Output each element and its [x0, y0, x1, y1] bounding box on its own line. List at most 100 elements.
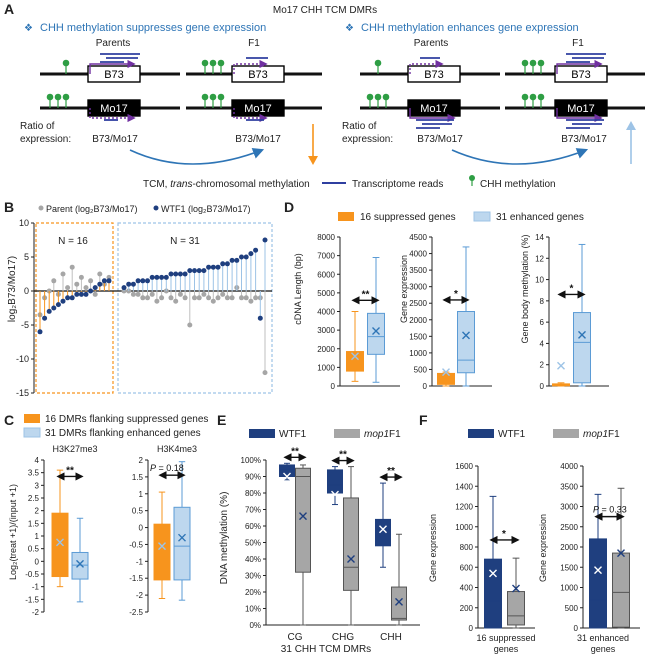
- y-tick-label: 2000: [409, 316, 427, 325]
- gene-box: [554, 99, 608, 117]
- panel-a: A Mo17 CHH TCM DMRs ❖ CHH methylation su…: [4, 1, 645, 190]
- chh-methylation-icon: [62, 93, 70, 101]
- parent-point: [187, 322, 193, 328]
- f1-label-right: F1: [572, 38, 584, 49]
- parent-point: [182, 295, 188, 301]
- wtf1-point: [262, 237, 268, 243]
- wtf1-point: [130, 281, 136, 287]
- y-tick-label: 3000: [560, 503, 578, 512]
- panel-d-label: D: [284, 199, 294, 215]
- down-arrow-head: [308, 156, 318, 165]
- y-tick-label: -0.5: [25, 570, 39, 579]
- legend-enhanced-swatch: [23, 427, 41, 438]
- wtf1-point: [135, 278, 141, 284]
- mean-marker: [462, 331, 470, 340]
- wtf1-point: [234, 257, 240, 263]
- y-tick-label: 6000: [317, 270, 335, 279]
- legend-f-wtf1-swatch: [468, 429, 494, 438]
- tss-arrow-icon: [89, 108, 136, 123]
- gene-box: [231, 99, 285, 117]
- y-tick-label: 5: [24, 252, 29, 262]
- parent-point: [206, 295, 212, 301]
- parent-point: [210, 298, 216, 304]
- category-label: CHH: [380, 632, 402, 643]
- gene-box: [87, 99, 141, 117]
- y-tick-label: 40%: [245, 555, 261, 564]
- wtf1-point: [42, 315, 48, 321]
- gene-box: [407, 65, 461, 83]
- wtf1-point: [83, 291, 89, 297]
- y-tick-label: 3: [35, 481, 40, 490]
- wtf1-point: [196, 268, 202, 274]
- tss-arrow-icon: [233, 59, 268, 74]
- y-tick-label: 4000: [560, 462, 578, 471]
- box: [391, 586, 407, 621]
- wtf1-point: [220, 261, 226, 267]
- parent-point: [97, 271, 103, 277]
- y-tick-label: -10: [16, 354, 29, 364]
- y-tick-label: 1000: [455, 523, 473, 532]
- y-tick-label: 0: [540, 382, 545, 391]
- box: [279, 464, 295, 478]
- legend-reads: Transcriptome reads: [352, 179, 443, 190]
- gene-label: Mo17: [100, 103, 128, 115]
- mean-marker: [379, 525, 387, 534]
- ratio-value-f1-left: B73/Mo17: [235, 134, 281, 145]
- significance-label: **: [362, 289, 370, 300]
- significance-label: **: [291, 446, 299, 457]
- right-heading: CHH methylation enhances gene expression: [361, 22, 579, 34]
- y-tick-label: 2500: [409, 299, 427, 308]
- parent-point: [92, 291, 98, 297]
- tss-arrow-icon: [556, 59, 603, 74]
- y-tick-label: 6: [540, 318, 545, 327]
- y-tick-label: 0: [423, 382, 428, 391]
- box: [484, 558, 502, 629]
- parent-point: [253, 295, 259, 301]
- box: [327, 469, 343, 494]
- wtf1-point: [253, 247, 259, 253]
- panel-e-label: E: [217, 412, 226, 428]
- legend-parent-marker: [38, 205, 44, 211]
- y-tick-label: 1500: [409, 332, 427, 341]
- y-tick-label: 0: [574, 624, 579, 633]
- wtf1-point: [210, 264, 216, 270]
- box: [367, 312, 385, 355]
- y-tick-label: 2000: [317, 345, 335, 354]
- gene-label: B73: [248, 69, 268, 81]
- p-value-label: P = 0.18: [150, 463, 184, 473]
- curved-arrow-left: [129, 148, 265, 165]
- y-tick-label: 0%: [249, 621, 261, 630]
- box: [375, 518, 391, 547]
- box: [437, 372, 455, 385]
- parent-point: [262, 370, 268, 376]
- mean-marker: [56, 538, 64, 547]
- y-tick-label: 3000: [317, 326, 335, 335]
- y-tick-label: 20%: [245, 588, 261, 597]
- legend-e-wtf1: WTF1: [279, 429, 307, 440]
- chh-methylation-icon: [374, 59, 382, 67]
- gene-box: [231, 65, 285, 83]
- wtf1-point: [51, 305, 57, 311]
- y-tick-label: -2: [136, 591, 144, 600]
- parent-point: [83, 285, 89, 291]
- wtf1-point: [65, 295, 71, 301]
- y-tick-label: -5: [21, 320, 29, 330]
- mean-marker: [178, 533, 186, 542]
- gene-label: Mo17: [244, 103, 272, 115]
- y-tick-label: -2: [32, 608, 40, 617]
- chh-methylation-icon: [537, 59, 545, 67]
- gene-label: B73: [424, 69, 444, 81]
- box: [346, 351, 364, 372]
- wtf1-point: [88, 288, 94, 294]
- legend-d-enhanced-swatch: [473, 211, 491, 222]
- significance-label: *: [502, 529, 506, 540]
- box: [153, 523, 171, 581]
- y-tick-label: -1.5: [129, 574, 143, 583]
- suppressed-group-box: [35, 222, 114, 394]
- gene-label: Mo17: [420, 103, 448, 115]
- chh-methylation-icon: [521, 59, 529, 67]
- n-right-label: N = 31: [170, 236, 200, 247]
- box: [173, 506, 191, 581]
- parent-point: [74, 281, 80, 287]
